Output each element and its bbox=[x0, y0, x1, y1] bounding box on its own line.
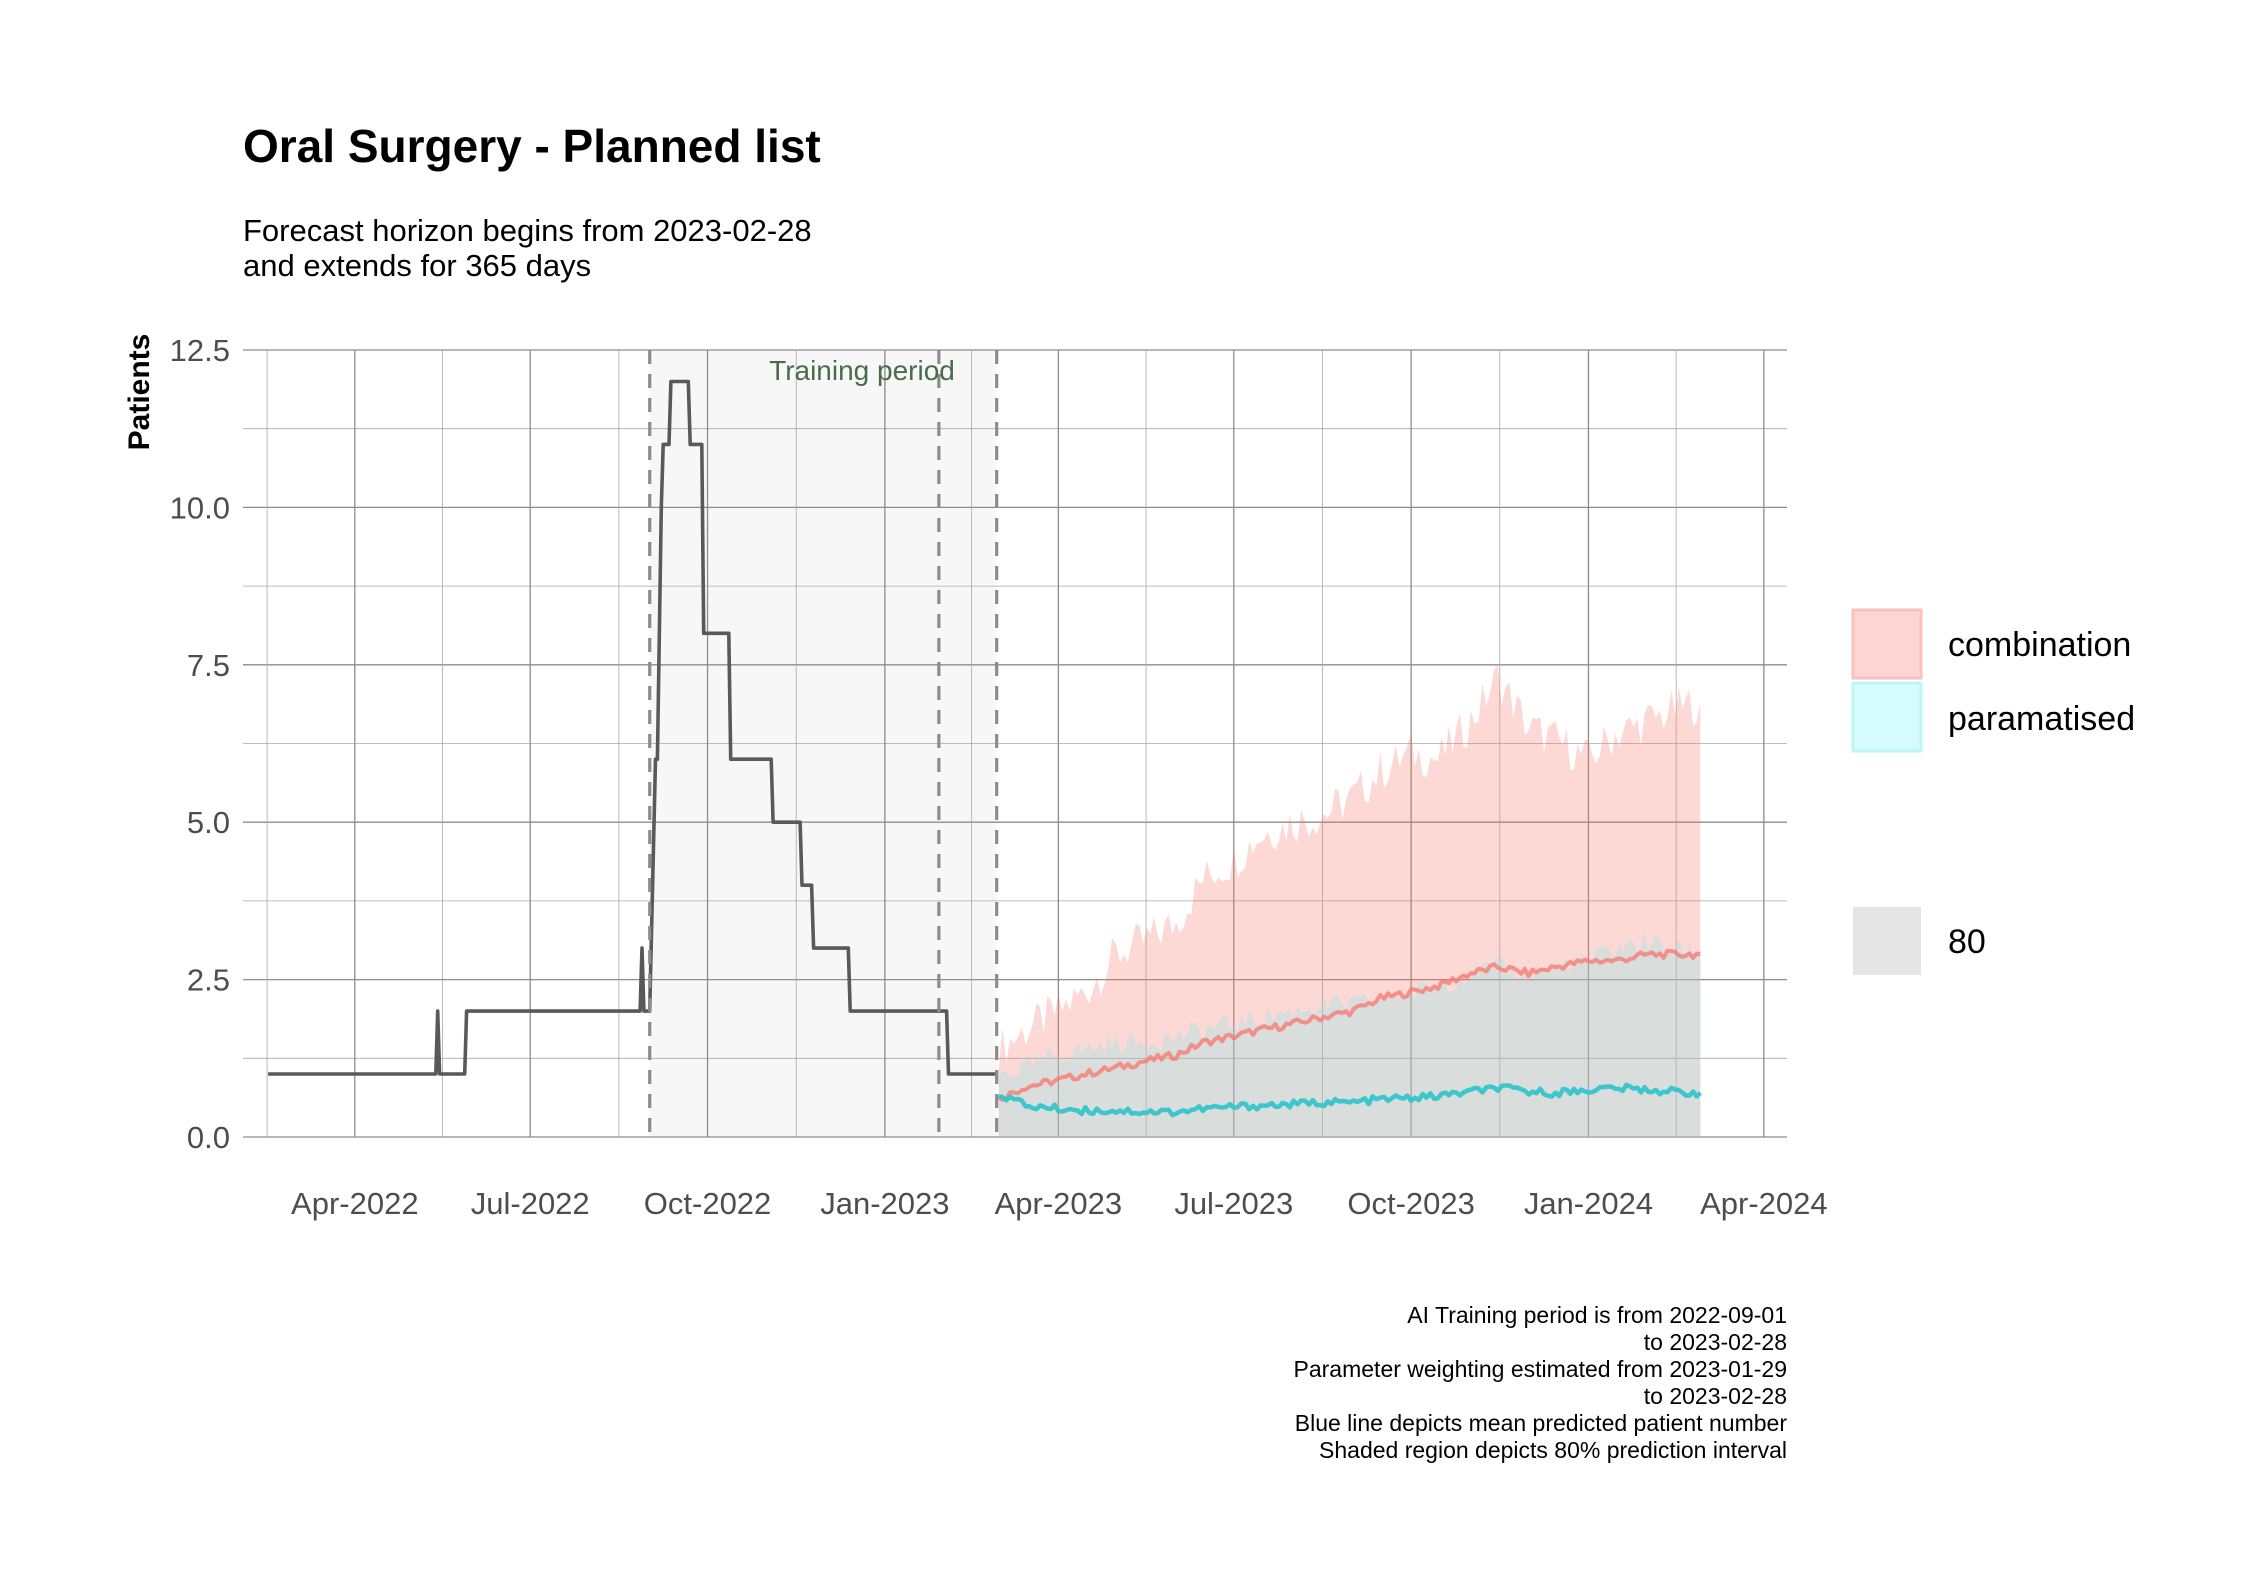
x-tick-label: Oct-2022 bbox=[644, 1186, 772, 1221]
mean-line-paramatised bbox=[998, 1082, 1702, 1118]
caption-line-5: Blue line depicts mean predicted patient… bbox=[1295, 1410, 1788, 1436]
x-tick-label: Jan-2024 bbox=[1524, 1186, 1653, 1221]
x-tick-label: Jan-2023 bbox=[820, 1186, 949, 1221]
chart-subtitle-line-2: and extends for 365 days bbox=[243, 248, 591, 283]
caption: AI Training period is from 2022-09-01 to… bbox=[1294, 1302, 1788, 1463]
chart-subtitle-line-1: Forecast horizon begins from 2023-02-28 bbox=[243, 213, 812, 248]
plot-area bbox=[243, 349, 1787, 1138]
x-tick-label: Jul-2022 bbox=[471, 1186, 590, 1221]
band-paramatised bbox=[998, 932, 1701, 1137]
y-axis-ticks: 0.0 2.5 5.0 7.5 10.0 12.5 bbox=[170, 333, 230, 1155]
x-tick-label: Apr-2024 bbox=[1700, 1186, 1828, 1221]
y-tick-label: 5.0 bbox=[187, 805, 230, 840]
series-lines bbox=[268, 379, 1702, 1118]
legend-label-paramatised: paramatised bbox=[1948, 700, 2135, 738]
x-axis-ticks: Apr-2022 Jul-2022 Oct-2022 Jan-2023 Apr-2023… bbox=[291, 1186, 1828, 1221]
reference-lines bbox=[648, 350, 999, 1137]
caption-line-2: to 2023-02-28 bbox=[1644, 1329, 1787, 1355]
caption-line-3: Parameter weighting estimated from 2023-… bbox=[1294, 1356, 1787, 1382]
mean-line-combination bbox=[997, 948, 1701, 1102]
y-axis-title: Patients bbox=[123, 334, 156, 451]
x-tick-label: Oct-2023 bbox=[1347, 1186, 1475, 1221]
legend-label-interval: 80 bbox=[1948, 923, 1986, 961]
legend-label-combination: combination bbox=[1948, 626, 2131, 664]
band-combination bbox=[998, 665, 1701, 1137]
x-tick-label: Jul-2023 bbox=[1174, 1186, 1293, 1221]
x-tick-label: Apr-2023 bbox=[995, 1186, 1123, 1221]
training-period-label: Training period bbox=[769, 355, 955, 386]
chart-title: Oral Surgery - Planned list bbox=[243, 120, 821, 172]
legend-swatch-paramatised bbox=[1851, 681, 1923, 753]
y-tick-label: 2.5 bbox=[187, 963, 230, 998]
caption-line-6: Shaded region depicts 80% prediction int… bbox=[1319, 1437, 1787, 1463]
caption-line-4: to 2023-02-28 bbox=[1644, 1383, 1787, 1409]
observed-line bbox=[268, 379, 997, 1076]
x-tick-label: Apr-2022 bbox=[291, 1186, 419, 1221]
y-tick-label: 10.0 bbox=[170, 490, 230, 525]
y-tick-label: 7.5 bbox=[187, 648, 230, 683]
legend-swatch-combination bbox=[1851, 608, 1923, 680]
grid-layer bbox=[243, 349, 1787, 1138]
caption-line-1: AI Training period is from 2022-09-01 bbox=[1407, 1302, 1787, 1328]
y-tick-label: 0.0 bbox=[187, 1120, 230, 1155]
legend: combination paramatised 80 bbox=[1851, 608, 2135, 975]
prediction-bands bbox=[998, 665, 1701, 1137]
legend-swatch-interval bbox=[1853, 907, 1921, 975]
y-tick-label: 12.5 bbox=[170, 333, 230, 368]
